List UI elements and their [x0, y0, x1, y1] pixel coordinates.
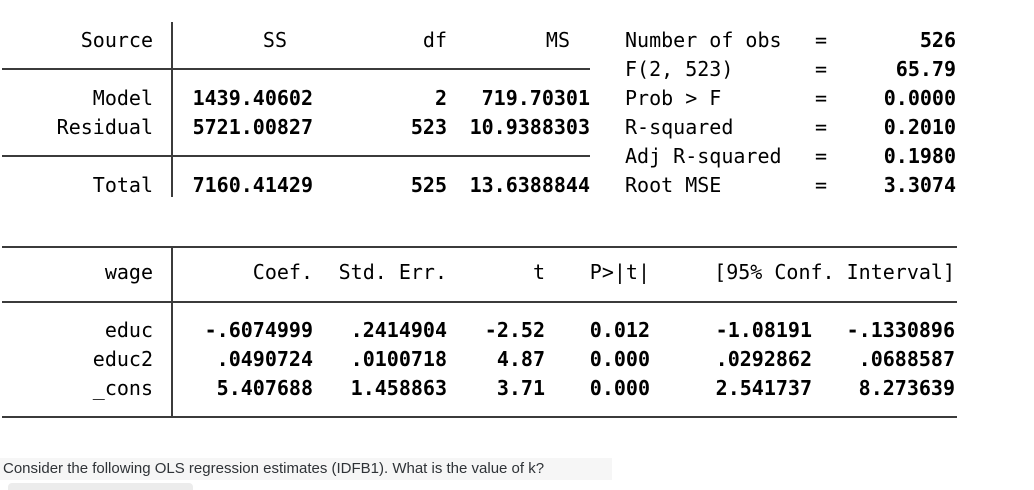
coef-rule-top — [2, 246, 957, 248]
anova-row-total: Total 7160.41429 525 13.6388844 — [0, 171, 590, 200]
se-value: .2414904 — [350, 318, 447, 342]
coef-row-educ2: educ2 .0490724 .0100718 4.87 0.000 .0292… — [0, 345, 955, 374]
equals-sign: = — [815, 86, 828, 110]
p-value: 0.000 — [589, 376, 650, 400]
coef-header-coef: Coef. — [252, 260, 313, 284]
anova-vertical-divider — [171, 22, 173, 197]
stat-label: Adj R-squared — [625, 144, 782, 168]
se-value: 1.458863 — [350, 376, 447, 400]
ci-low-value: -1.08191 — [715, 318, 812, 342]
anova-row-label: Residual — [56, 115, 153, 139]
anova-residual-df: 523 — [410, 115, 447, 139]
coef-header-row: wage Coef. Std. Err. t P>|t| [95% Conf. … — [0, 258, 955, 287]
coef-row-cons: _cons 5.407688 1.458863 3.71 0.000 2.541… — [0, 374, 955, 403]
coef-header-se: Std. Err. — [338, 260, 447, 284]
stat-label: F(2, 523) — [625, 57, 734, 81]
coef-var-name: educ — [104, 318, 153, 342]
stat-label: R-squared — [625, 115, 734, 139]
stat-value: 526 — [919, 28, 956, 52]
answer-option-partial[interactable] — [8, 483, 193, 490]
anova-row-model: Model 1439.40602 2 719.70301 — [0, 84, 590, 113]
stat-root-mse: Root MSE = 3.3074 — [625, 171, 956, 200]
t-value: -2.52 — [484, 318, 545, 342]
stat-value: 3.3074 — [883, 173, 956, 197]
anova-header-ms: MS — [545, 28, 570, 52]
stat-number-of-obs: Number of obs = 526 — [625, 26, 956, 55]
anova-total-ms: 13.6388844 — [469, 173, 590, 197]
anova-residual-ss: 5721.00827 — [192, 115, 313, 139]
anova-total-df: 525 — [410, 173, 447, 197]
anova-row-label: Total — [92, 173, 153, 197]
anova-model-ss: 1439.40602 — [192, 86, 313, 110]
t-value: 3.71 — [496, 376, 545, 400]
stat-value: 0.2010 — [883, 115, 956, 139]
anova-total-ss: 7160.41429 — [192, 173, 313, 197]
ci-high-value: 8.273639 — [858, 376, 955, 400]
t-value: 4.87 — [496, 347, 545, 371]
coef-var-name: _cons — [92, 376, 153, 400]
coef-var-name: educ2 — [92, 347, 153, 371]
stat-label: Root MSE — [625, 173, 722, 197]
coef-vertical-divider — [171, 246, 173, 418]
anova-residual-ms: 10.9388303 — [469, 115, 590, 139]
anova-header-df: df — [422, 28, 447, 52]
coef-header-ci: [95% Conf. Interval] — [714, 260, 955, 284]
ci-low-value: .0292862 — [715, 347, 812, 371]
summary-stats: Number of obs = 526 F(2, 523) = 65.79 Pr… — [625, 26, 956, 200]
ci-high-value: .0688587 — [858, 347, 955, 371]
coef-row-educ: educ -.6074999 .2414904 -2.52 0.012 -1.0… — [0, 316, 955, 345]
stat-label: Prob > F — [625, 86, 722, 110]
coef-header-p: P>|t| — [589, 260, 650, 284]
equals-sign: = — [815, 173, 828, 197]
equals-sign: = — [815, 144, 828, 168]
stat-value: 65.79 — [895, 57, 956, 81]
anova-header-ss: SS — [262, 28, 287, 52]
coef-rule-bottom — [2, 416, 957, 418]
equals-sign: = — [815, 115, 828, 139]
anova-row-label: Model — [92, 86, 153, 110]
p-value: 0.000 — [589, 347, 650, 371]
coef-value: 5.407688 — [216, 376, 313, 400]
anova-row-residual: Residual 5721.00827 523 10.9388303 — [0, 113, 590, 142]
ci-high-value: -.1330896 — [846, 318, 955, 342]
anova-header-source: Source — [80, 28, 153, 52]
equals-sign: = — [815, 57, 828, 81]
stat-adj-r-squared: Adj R-squared = 0.1980 — [625, 142, 956, 171]
p-value: 0.012 — [589, 318, 650, 342]
coef-header-t: t — [532, 260, 545, 284]
anova-model-ms: 719.70301 — [481, 86, 590, 110]
coef-value: .0490724 — [216, 347, 313, 371]
stat-value: 0.1980 — [883, 144, 956, 168]
stat-f: F(2, 523) = 65.79 — [625, 55, 956, 84]
anova-rule-top — [2, 68, 590, 70]
anova-header-row: Source SS df MS — [0, 26, 590, 55]
stat-r-squared: R-squared = 0.2010 — [625, 113, 956, 142]
equals-sign: = — [815, 28, 828, 52]
coef-rule-middle — [2, 301, 957, 303]
stat-prob-f: Prob > F = 0.0000 — [625, 84, 956, 113]
coef-value: -.6074999 — [204, 318, 313, 342]
ci-low-value: 2.541737 — [715, 376, 812, 400]
stat-label: Number of obs — [625, 28, 782, 52]
anova-model-df: 2 — [434, 86, 447, 110]
question-text: Consider the following OLS regression es… — [0, 458, 612, 480]
se-value: .0100718 — [350, 347, 447, 371]
anova-rule-bottom — [2, 155, 590, 157]
stat-value: 0.0000 — [883, 86, 956, 110]
coef-header-depvar: wage — [104, 260, 153, 284]
